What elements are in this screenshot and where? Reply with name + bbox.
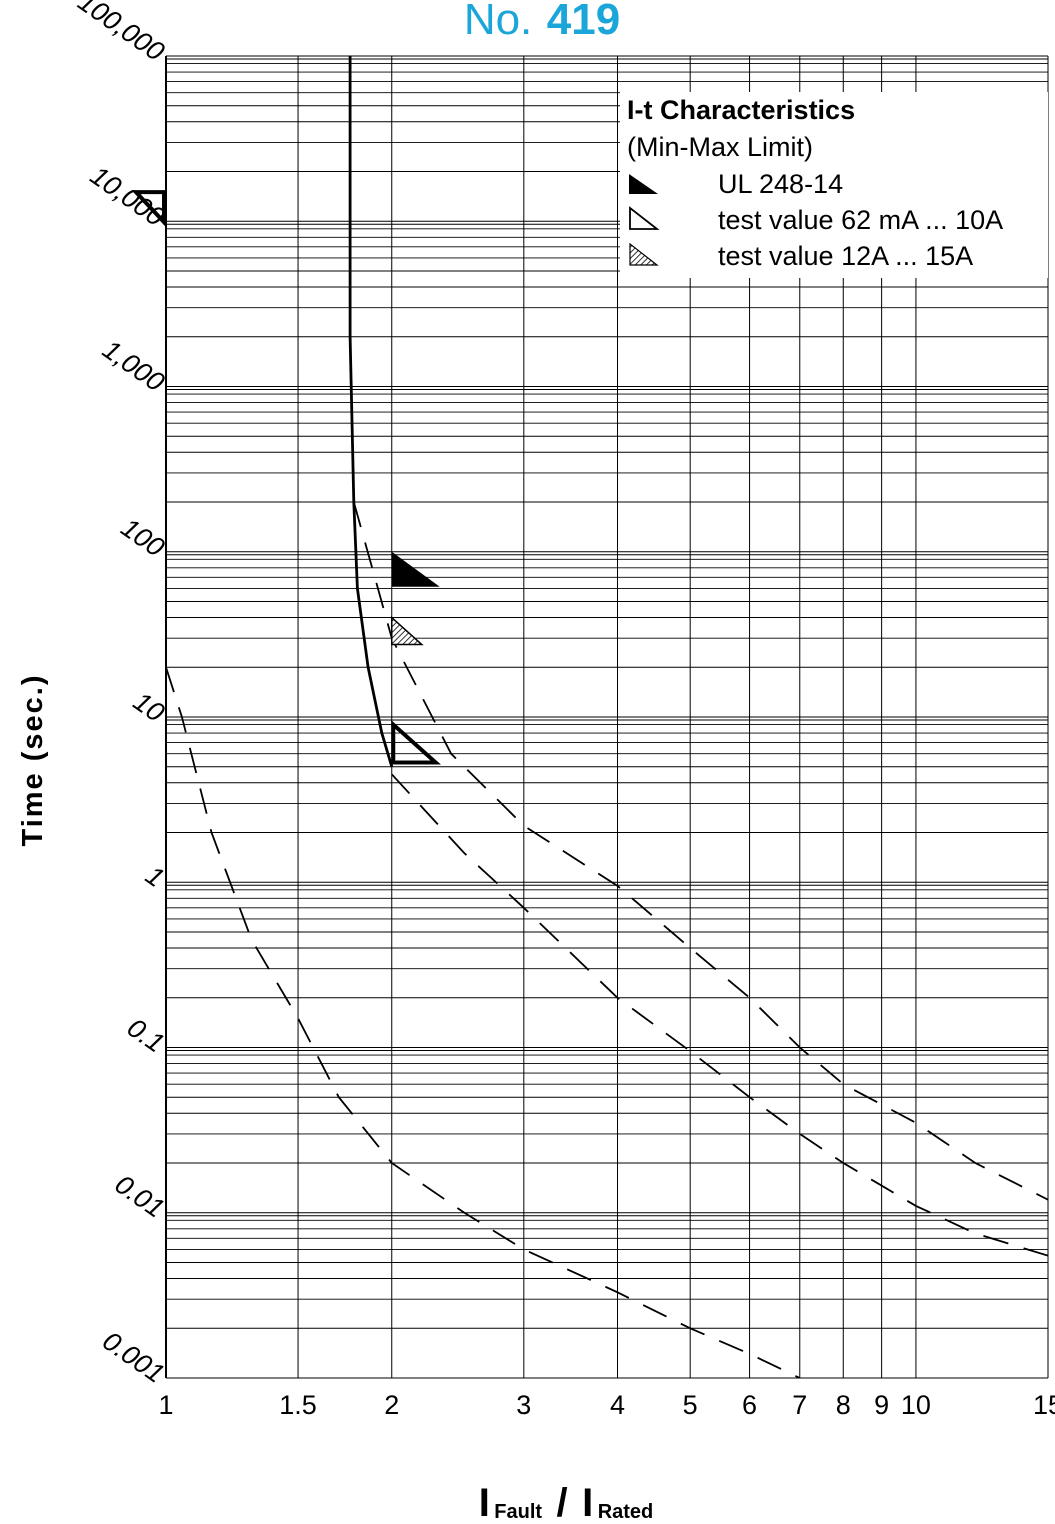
x-tick-label: 3: [516, 1390, 531, 1420]
markers: [131, 190, 441, 765]
x-tick-label: 5: [683, 1390, 698, 1420]
curves: [166, 56, 1048, 1378]
legend-open-triangle-icon: [629, 206, 660, 230]
y-tick-label: 0.01: [110, 1169, 170, 1224]
y-tick-label: 0.001: [97, 1326, 170, 1389]
series-line-dashed: [391, 773, 1048, 1257]
x-tick-label: 15: [1033, 1390, 1055, 1420]
title-number: 419: [547, 0, 620, 44]
marker-hatched-triangle: [391, 615, 424, 646]
x-tick-label: 9: [874, 1390, 889, 1420]
y-tick-label: 10: [128, 686, 170, 728]
y-tick-label: 1,000: [97, 334, 170, 397]
legend-filled-triangle-icon: [629, 174, 658, 194]
x-tick-label: 6: [742, 1390, 757, 1420]
y-tick-label: 0.1: [122, 1012, 170, 1058]
x-axis-label: I Fault / I Rated: [479, 1481, 654, 1524]
y-tick-label: 100,000: [73, 0, 170, 67]
marker-open-triangle-left: [131, 190, 166, 228]
series-line-dashed: [166, 667, 801, 1378]
y-axis-label: Time (sec.): [17, 674, 49, 847]
grid: [165, 55, 1049, 1379]
x-tick-label: 10: [901, 1390, 931, 1420]
title-prefix: No.: [464, 0, 532, 44]
x-tick-label: 4: [610, 1390, 625, 1420]
legend-hatched-triangle-icon: [629, 242, 659, 266]
legend: I-t Characteristics (Min-Max Limit) UL 2…: [627, 95, 1003, 271]
marker-filled-triangle: [391, 551, 440, 587]
x-tick-label: 8: [836, 1390, 851, 1420]
x-tick-label: 2: [384, 1390, 399, 1420]
x-label-fault: Fault: [494, 1501, 542, 1523]
marker-open-triangle: [391, 720, 441, 765]
legend-title: I-t Characteristics: [627, 95, 855, 125]
legend-subtitle: (Min-Max Limit): [627, 132, 813, 162]
series-line-dashed: [352, 501, 1048, 1201]
x-tick-labels: 1 1.5 2 3 4 5 6 789 10 15: [158, 1390, 1055, 1420]
legend-entry-label: test value 62 mA ... 10A: [718, 205, 1003, 235]
x-tick-label: 1: [158, 1390, 173, 1420]
series-line-solid: [348, 56, 394, 768]
x-tick-label: 7: [792, 1390, 807, 1420]
legend-background: [620, 92, 1048, 278]
x-label-slash: /: [557, 1481, 568, 1524]
x-label-i1: I: [479, 1481, 490, 1524]
x-label-i2: I: [582, 1481, 593, 1524]
x-label-rated: Rated: [598, 1501, 654, 1523]
legend-entry-label: test value 12A ... 15A: [718, 241, 973, 271]
chart-title: No. 419: [464, 0, 620, 44]
y-tick-label: 100: [116, 512, 170, 562]
legend-entry-label: UL 248-14: [718, 169, 843, 199]
y-tick-label: 10,000: [85, 160, 170, 232]
x-tick-label: 1.5: [279, 1390, 317, 1420]
